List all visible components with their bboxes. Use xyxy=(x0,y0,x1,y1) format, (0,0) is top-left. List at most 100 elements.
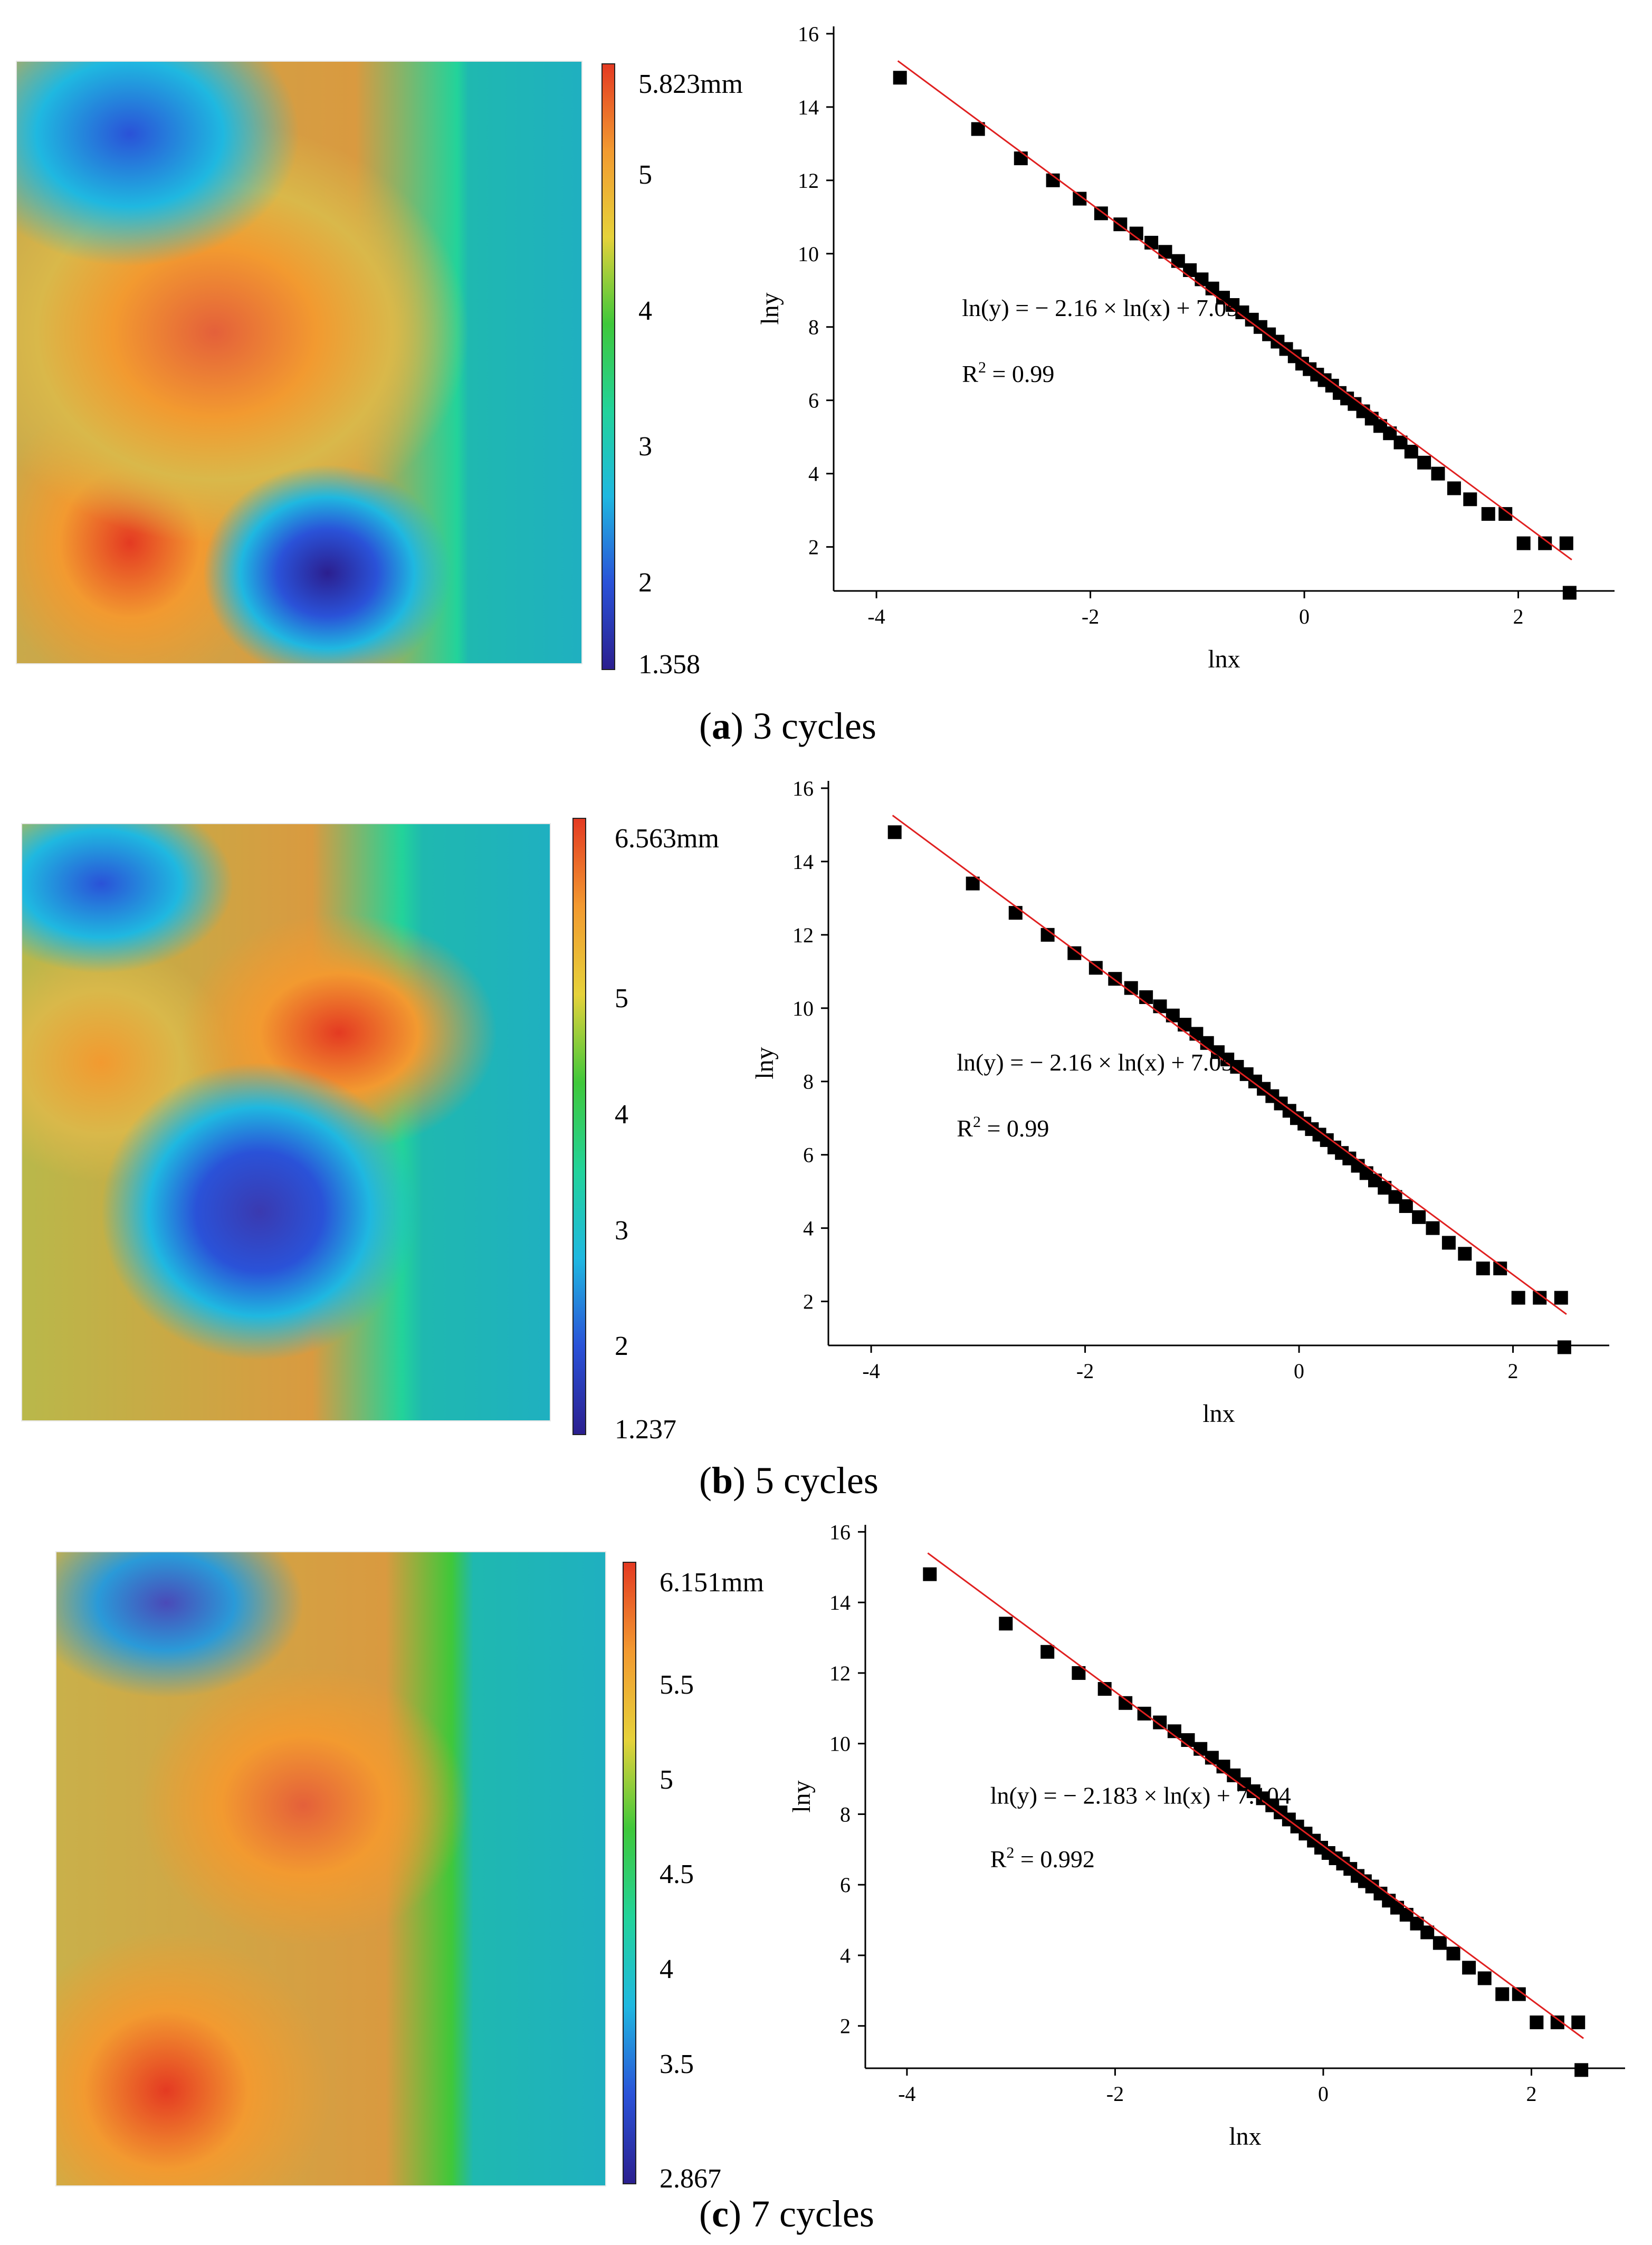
data-point xyxy=(1178,1018,1192,1032)
data-point xyxy=(1441,1236,1456,1250)
caption-c: (c) 7 cycles xyxy=(699,2193,874,2235)
y-tick-label: 2 xyxy=(840,2014,851,2038)
data-point xyxy=(1516,536,1531,550)
colorbar-tick-label: 2 xyxy=(638,567,652,598)
data-point xyxy=(1008,906,1023,920)
data-point xyxy=(1417,455,1431,470)
data-point xyxy=(1040,1645,1055,1659)
y-tick-label: 16 xyxy=(829,1520,851,1544)
fractal-plot-a: 2 4 6 8 10 12 14 16 -4 -2 0 2 lnx lny ln(y) = − 2.16 ×… xyxy=(756,22,1615,673)
y-tick-label: 10 xyxy=(798,242,819,266)
y-tick-label: 10 xyxy=(792,997,814,1020)
data-point xyxy=(1530,2015,1544,2030)
data-point xyxy=(1463,492,1477,507)
colorbar-tick-label: 4.5 xyxy=(660,1859,694,1890)
data-point xyxy=(1153,999,1167,1014)
data-point xyxy=(1562,586,1577,600)
r-squared-value: = 0.99 xyxy=(986,360,1054,387)
data-point xyxy=(1158,245,1172,259)
r-squared: R2 = 0.99 xyxy=(957,1113,1049,1142)
data-point xyxy=(1426,1221,1440,1235)
data-point xyxy=(1433,1936,1447,1950)
y-axis-label: lny xyxy=(788,1780,816,1812)
data-point xyxy=(999,1617,1013,1631)
data-point xyxy=(1554,1291,1568,1305)
colorbar-tick-label: 5 xyxy=(660,1764,673,1795)
data-point xyxy=(1458,1247,1472,1261)
x-tick-label: 0 xyxy=(1299,605,1310,628)
x-tick-label: -2 xyxy=(1106,2082,1124,2106)
r-squared-value: = 0.992 xyxy=(1014,1846,1094,1873)
fit-equation: ln(y) = − 2.16 × ln(x) + 7.05 xyxy=(957,1049,1233,1076)
y-tick-label: 12 xyxy=(792,923,814,947)
data-point xyxy=(1462,1961,1476,1975)
colorbar-tick-label: 4 xyxy=(660,1954,673,1984)
y-tick-label: 14 xyxy=(792,850,814,874)
colorbar-a xyxy=(601,63,615,670)
fit-line xyxy=(927,1552,1584,2039)
panel-a: 2 4 6 8 10 12 14 16 -4 -2 0 2 lnx lny ln(y) = − 2.16 ×… xyxy=(0,0,1652,754)
colorbar-tick-label: 2 xyxy=(615,1331,628,1362)
x-tick-label: -2 xyxy=(1082,605,1099,628)
colorbar-tick-label: 4 xyxy=(615,1100,628,1130)
x-tick-label: -4 xyxy=(862,1359,880,1383)
x-tick-label: 2 xyxy=(1513,605,1524,628)
fit-line xyxy=(892,815,1567,1315)
fractal-plot-b: 2 4 6 8 10 12 14 16 -4 -2 0 2 lnx lny ln(y) = − 2.16 ×… xyxy=(751,777,1609,1428)
fit-line xyxy=(897,60,1572,561)
colorbar-max-label: 6.563mm xyxy=(615,824,719,854)
data-point xyxy=(1399,1199,1413,1213)
data-point xyxy=(1205,1751,1219,1765)
y-tick-label: 8 xyxy=(803,1070,814,1094)
x-tick-label: -4 xyxy=(867,605,885,628)
data-point xyxy=(1014,151,1028,166)
colorbar-max-label: 5.823mm xyxy=(638,69,743,99)
y-tick-label: 16 xyxy=(792,777,814,800)
caption-b: (b) 5 cycles xyxy=(699,1459,878,1502)
caption-a: (a) 3 cycles xyxy=(699,705,876,747)
data-point xyxy=(1181,1733,1195,1747)
y-tick-label: 12 xyxy=(798,169,819,193)
r-squared-symbol: R xyxy=(957,1115,973,1142)
data-point xyxy=(887,825,902,839)
r-squared-superscript: 2 xyxy=(978,359,986,376)
data-point xyxy=(1571,2015,1586,2030)
data-point xyxy=(1574,2063,1589,2077)
data-point xyxy=(923,1567,937,1581)
y-tick-label: 4 xyxy=(840,1944,851,1967)
data-point xyxy=(1139,990,1153,1004)
y-tick-label: 12 xyxy=(829,1661,851,1685)
r-squared: R2 = 0.99 xyxy=(962,359,1054,387)
y-tick-label: 14 xyxy=(798,95,819,119)
data-point xyxy=(1446,1946,1460,1961)
fit-equation: ln(y) = − 2.183 × ln(x) + 7.104 xyxy=(990,1782,1291,1809)
x-tick-label: -2 xyxy=(1076,1359,1094,1383)
fractal-plot-c: 2 4 6 8 10 12 14 16 -4 -2 0 2 lnx lny ln(y) = − 2.183 … xyxy=(788,1520,1625,2151)
x-tick-label: 2 xyxy=(1508,1359,1519,1383)
colorbar-max-label: 6.151mm xyxy=(660,1568,764,1598)
data-point xyxy=(1481,507,1495,521)
y-tick-label: 16 xyxy=(798,22,819,46)
colorbar-tick-label: 3 xyxy=(615,1215,628,1246)
colorbar-min-label: 2.867 xyxy=(660,2164,721,2194)
colorbar-tick-label: 4 xyxy=(638,295,652,326)
y-axis-label: lny xyxy=(756,292,784,324)
heightmap-image-b xyxy=(21,823,551,1421)
colorbar-min-label: 1.237 xyxy=(615,1415,676,1445)
data-point xyxy=(1447,481,1461,495)
data-point xyxy=(1477,1971,1492,1985)
fit-equation: ln(y) = − 2.16 × ln(x) + 7.05 xyxy=(962,294,1238,321)
y-tick-label: 2 xyxy=(808,536,819,559)
x-tick-label: 0 xyxy=(1318,2082,1329,2106)
data-point xyxy=(1153,1715,1167,1730)
colorbar-tick-label: 5.5 xyxy=(660,1669,694,1700)
x-tick-label: 0 xyxy=(1294,1359,1304,1383)
y-tick-label: 2 xyxy=(803,1290,814,1314)
data-point xyxy=(1511,1291,1525,1305)
colorbar-tick-label: 5 xyxy=(638,159,652,190)
y-tick-label: 14 xyxy=(829,1591,851,1615)
data-point xyxy=(1193,1742,1208,1756)
data-point xyxy=(893,71,907,85)
data-point xyxy=(1495,1987,1510,2001)
y-tick-label: 6 xyxy=(840,1873,851,1897)
